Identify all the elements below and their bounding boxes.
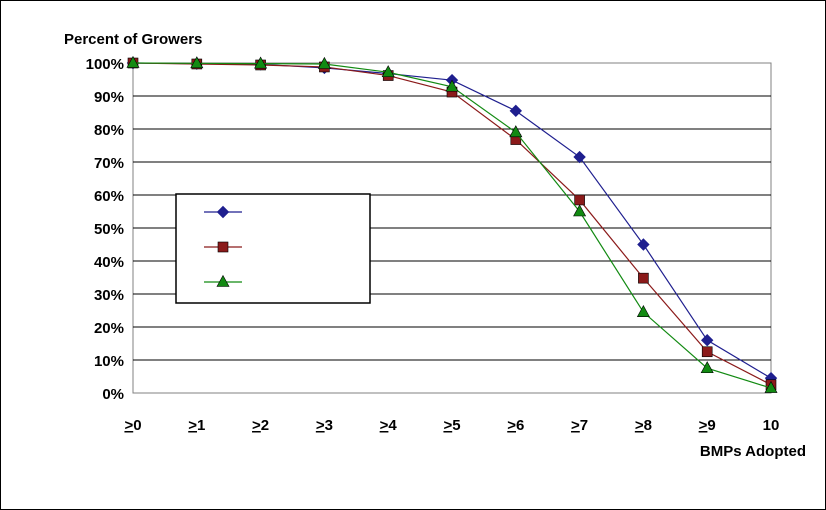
x-tick-label: >1	[188, 417, 205, 434]
x-tick-symbol: >	[507, 417, 516, 434]
y-tick-label: 40%	[94, 254, 124, 271]
x-tick-symbol: >	[699, 417, 708, 434]
y-tick-labels: 0% 10% 20% 30% 40% 50% 60% 70% 80% 90% 100%	[86, 56, 124, 403]
x-tick-label: >0	[124, 417, 141, 434]
y-tick-label: 50%	[94, 221, 124, 238]
x-tick-number: 3	[325, 417, 333, 434]
x-tick-number: 5	[452, 417, 460, 434]
legend-marker-diamond	[216, 205, 230, 219]
legend-entry	[204, 205, 242, 219]
data-point-triangle	[317, 56, 331, 69]
x-tick-number: 0	[133, 417, 141, 434]
x-axis-label: BMPs Adopted	[700, 443, 806, 460]
x-tick-number: 8	[644, 417, 652, 434]
x-tick-label: >7	[571, 417, 588, 434]
x-tick-symbol: >	[124, 417, 133, 434]
data-point-square	[638, 272, 649, 284]
x-tick-symbol: >	[443, 417, 452, 434]
series-triangle	[126, 55, 778, 393]
data-point-diamond	[700, 333, 714, 347]
legend-entry	[204, 274, 242, 287]
x-tick-symbol: >	[380, 417, 389, 434]
data-point-triangle	[126, 55, 140, 68]
y-axis-label: Percent of Growers	[64, 31, 202, 48]
data-point-triangle	[190, 56, 204, 69]
x-tick-label: >3	[316, 417, 333, 434]
x-tick-label: >4	[380, 417, 398, 434]
x-tick-symbol: >	[316, 417, 325, 434]
data-point-triangle	[381, 65, 395, 78]
x-tick-number: 7	[580, 417, 588, 434]
data-point-diamond	[573, 150, 586, 164]
data-point-triangle	[254, 56, 268, 69]
x-tick-number: 9	[707, 417, 715, 434]
legend-marker-square	[217, 241, 229, 253]
y-tick-label: 60%	[94, 188, 124, 205]
x-tick-number: 4	[388, 417, 397, 434]
y-tick-label: 100%	[86, 56, 124, 73]
x-tick-label: >6	[507, 417, 524, 434]
x-tick-number: 2	[261, 417, 269, 434]
y-tick-label: 10%	[94, 353, 124, 370]
data-point-triangle	[636, 305, 650, 317]
y-tick-label: 20%	[94, 320, 124, 337]
data-point-triangle	[509, 125, 523, 138]
data-point-diamond	[637, 238, 650, 251]
x-tick-symbol: >	[252, 417, 261, 434]
x-tick-symbol: >	[188, 417, 197, 434]
data-point-square	[574, 194, 585, 206]
x-tick-number: 6	[516, 417, 524, 434]
x-tick-symbol: >	[571, 417, 580, 434]
x-tick-label: >5	[443, 417, 460, 434]
data-point-triangle	[700, 361, 714, 374]
x-tick-label: 10	[763, 417, 780, 434]
data-point-triangle	[573, 204, 587, 217]
x-tick-labels: >0 >1 >2 >3 >4 >5 >6 >7 >8 >9 10	[124, 417, 779, 434]
y-tick-label: 90%	[94, 89, 124, 106]
legend-marker-triangle	[216, 274, 230, 287]
x-tick-label: >2	[252, 417, 269, 434]
x-tick-label: >9	[699, 417, 716, 434]
legend	[175, 193, 371, 304]
x-tick-label: >8	[635, 417, 652, 434]
y-tick-label: 30%	[94, 287, 124, 304]
legend-entry	[204, 241, 242, 253]
legend-box	[175, 193, 371, 304]
x-tick-number: 10	[763, 417, 780, 434]
y-tick-label: 80%	[94, 122, 124, 139]
data-point-triangle	[445, 79, 459, 92]
data-point-triangle	[764, 380, 778, 393]
y-tick-label: 0%	[102, 386, 124, 403]
x-tick-number: 1	[197, 417, 205, 434]
data-point-diamond	[509, 104, 523, 118]
data-point-square	[701, 346, 713, 358]
series-group	[126, 55, 778, 393]
y-tick-label: 70%	[94, 155, 124, 172]
x-tick-symbol: >	[635, 417, 644, 434]
